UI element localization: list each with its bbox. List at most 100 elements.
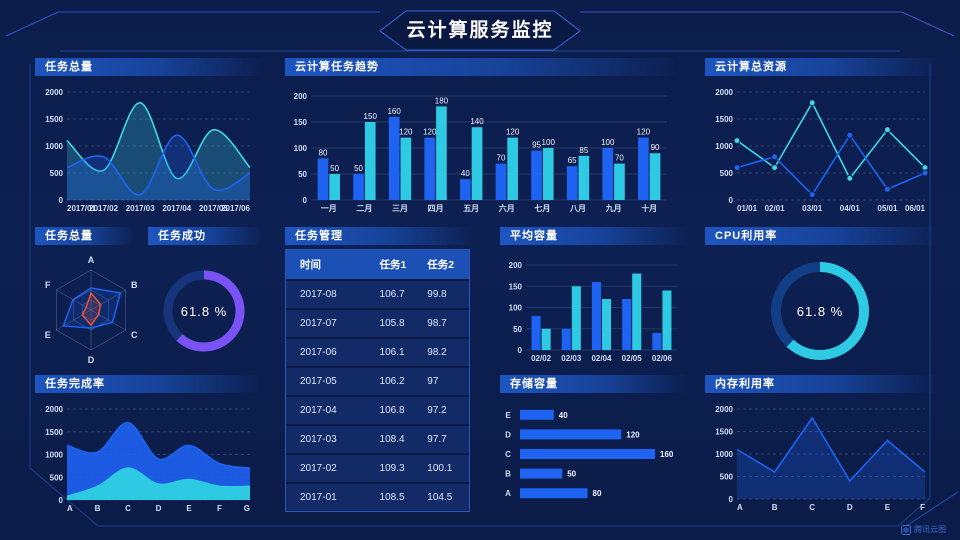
table-row: 2017-01 108.5 104.5 — [286, 482, 469, 511]
svg-text:02/06: 02/06 — [652, 354, 673, 363]
svg-text:500: 500 — [50, 169, 64, 178]
table-header-row: 时间 任务1 任务2 — [286, 250, 469, 280]
svg-text:95: 95 — [532, 141, 541, 150]
panel-title-task-mgmt: 任务管理 — [285, 227, 470, 245]
panel-tasks-total: 任务总量 0 500 1000 1500 2000 2017/01 2017/02 2017/… — [35, 58, 260, 220]
svg-text:九月: 九月 — [605, 203, 622, 213]
svg-text:1500: 1500 — [45, 115, 63, 124]
panel-tasks-radar: 任务总量 A B C D E F — [35, 227, 147, 372]
svg-text:61.8 %: 61.8 % — [797, 304, 843, 319]
svg-text:F: F — [920, 503, 925, 512]
table-cell: 105.8 — [373, 308, 422, 338]
avg_capacity_bars-svg: 0 50 100 150 200 02/02 02/03 02/04 02/05 02/06 — [509, 261, 677, 363]
table-column-header: 时间 — [286, 250, 374, 280]
table-cell: 106.2 — [373, 366, 422, 396]
table-cell: 98.7 — [421, 308, 469, 338]
memory-line-chart[interactable]: 0 500 1000 1500 2000 A B C D E F — [705, 397, 935, 519]
table-cell: 100.1 — [421, 453, 469, 483]
svg-text:120: 120 — [423, 128, 437, 137]
svg-text:1000: 1000 — [715, 142, 733, 151]
panel-title-storage: 存储容量 — [500, 375, 685, 393]
table-cell: 108.5 — [373, 482, 422, 511]
panel-title-task-trend: 云计算任务趋势 — [285, 58, 675, 76]
task-success-donut-chart[interactable]: 61.8 % — [148, 249, 260, 372]
svg-text:2017/06: 2017/06 — [221, 204, 250, 213]
panel-title-task-success: 任务成功 — [148, 227, 260, 245]
panel-title-avg-capacity: 平均容量 — [500, 227, 685, 245]
svg-text:90: 90 — [651, 143, 660, 152]
completion-rate-area-chart[interactable]: 0 500 1000 1500 2000 A B C D E F G — [35, 397, 260, 520]
table-row: 2017-02 109.3 100.1 — [286, 453, 469, 483]
table-cell: 2017-06 — [286, 337, 374, 367]
svg-text:50: 50 — [298, 170, 307, 179]
storage_hbars-svg: A 80 B 50 C 160 D 120 E 40 — [505, 409, 674, 499]
table-row: 2017-08 106.7 99.8 — [286, 279, 469, 309]
svg-text:140: 140 — [470, 117, 484, 126]
memory_line-svg: 0 500 1000 1500 2000 A B C D E F — [715, 405, 926, 512]
svg-text:1000: 1000 — [715, 450, 733, 459]
tasks_radar-svg: A B C D E F — [45, 255, 138, 365]
svg-text:40: 40 — [559, 411, 568, 420]
svg-text:500: 500 — [50, 473, 64, 482]
svg-text:100: 100 — [294, 144, 308, 153]
table-cell: 97.2 — [421, 395, 469, 425]
table-row: 2017-04 106.8 97.2 — [286, 395, 469, 425]
task-trend-bar-chart[interactable]: 0 50 100 150 200 一月 80 50 二月 50 150 三月 160 120 四月 120 18… — [285, 80, 675, 220]
tasks-radar-chart[interactable]: A B C D E F — [35, 249, 147, 372]
svg-text:85: 85 — [579, 146, 588, 155]
svg-text:2017/02: 2017/02 — [89, 204, 118, 213]
svg-text:七月: 七月 — [534, 203, 550, 213]
svg-text:06/01: 06/01 — [905, 204, 926, 213]
cloud-resources-line-chart[interactable]: 0 500 1000 1500 2000 01/01 02/01 03/01 04/01 05/0… — [705, 80, 935, 220]
table-row: 2017-06 106.1 98.2 — [286, 337, 469, 367]
svg-text:0: 0 — [729, 495, 734, 504]
svg-text:F: F — [45, 280, 51, 290]
svg-text:2017/05: 2017/05 — [199, 204, 228, 213]
svg-text:1000: 1000 — [45, 451, 63, 460]
svg-text:一月: 一月 — [321, 204, 337, 213]
panel-title-text: 任务总量 — [45, 61, 93, 73]
svg-text:70: 70 — [497, 154, 506, 163]
svg-text:B: B — [772, 503, 778, 512]
svg-text:C: C — [809, 503, 815, 512]
svg-text:E: E — [505, 411, 511, 420]
svg-text:八月: 八月 — [569, 204, 586, 213]
panel-memory: 内存利用率 0 500 1000 1500 2000 A B C D E F — [705, 375, 935, 519]
storage-hbar-chart[interactable]: A 80 B 50 C 160 D 120 E 40 — [500, 397, 685, 514]
svg-text:C: C — [131, 330, 138, 340]
svg-text:D: D — [505, 430, 511, 439]
svg-text:04/01: 04/01 — [840, 204, 861, 213]
svg-text:2000: 2000 — [715, 88, 733, 97]
svg-text:120: 120 — [626, 430, 640, 439]
avg-capacity-bar-chart[interactable]: 0 50 100 150 200 02/02 02/03 02/04 02/05 02/06 — [500, 249, 685, 370]
svg-text:50: 50 — [330, 164, 339, 173]
table-row: 2017-05 106.2 97 — [286, 366, 469, 396]
svg-text:65: 65 — [568, 156, 577, 165]
svg-text:03/01: 03/01 — [802, 204, 823, 213]
table-cell: 2017-01 — [286, 482, 374, 511]
svg-text:C: C — [505, 450, 511, 459]
svg-text:C: C — [125, 504, 131, 513]
svg-text:0: 0 — [303, 196, 308, 205]
svg-text:02/02: 02/02 — [531, 354, 552, 363]
table-cell: 2017-04 — [286, 395, 374, 425]
panel-task-trend: 云计算任务趋势 0 50 100 150 200 一月 80 50 二月 50 150 三月 160 12… — [285, 58, 675, 220]
table-cell: 97 — [421, 366, 469, 396]
table-cell: 2017-08 — [286, 279, 374, 309]
cpu-usage-donut-chart[interactable]: 61.8 % — [705, 249, 935, 372]
tencent-cloud-watermark-logo-icon — [901, 524, 911, 535]
svg-text:B: B — [505, 470, 511, 479]
svg-text:A: A — [505, 489, 511, 498]
svg-text:A: A — [67, 504, 73, 513]
tasks-total-line-chart[interactable]: 0 500 1000 1500 2000 2017/01 2017/02 2017/03 201… — [35, 80, 260, 220]
svg-text:160: 160 — [387, 107, 401, 116]
svg-text:D: D — [156, 504, 162, 513]
svg-text:200: 200 — [509, 261, 523, 270]
svg-text:02/05: 02/05 — [622, 354, 643, 363]
table-cell: 99.8 — [421, 279, 469, 309]
svg-text:02/04: 02/04 — [591, 354, 612, 363]
svg-text:50: 50 — [354, 164, 363, 173]
panel-title-cpu-usage: CPU利用率 — [705, 227, 935, 245]
table-column-header: 任务2 — [421, 250, 469, 280]
svg-text:0: 0 — [518, 346, 523, 355]
